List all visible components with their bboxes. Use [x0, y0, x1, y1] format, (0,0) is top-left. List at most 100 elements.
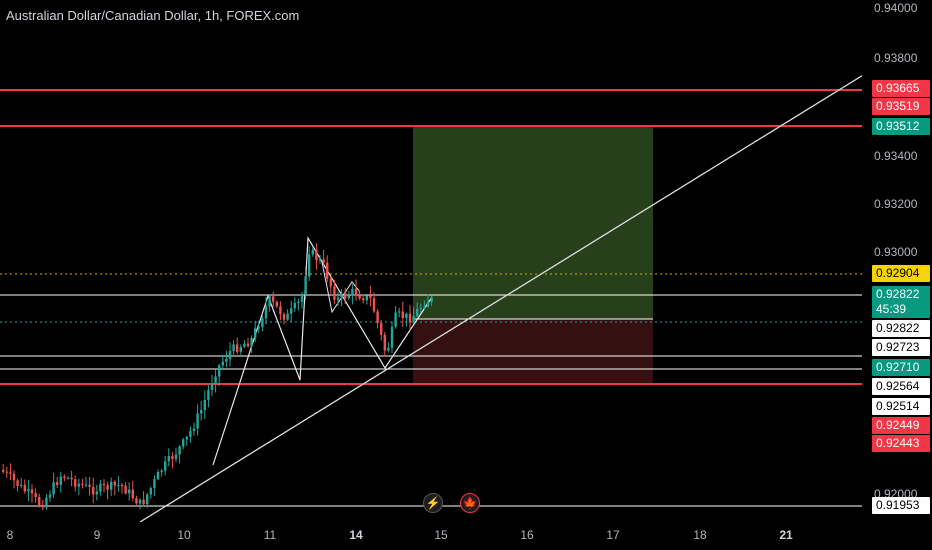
candle-body [408, 313, 412, 323]
candle-body [372, 298, 376, 312]
candle-body [398, 311, 401, 313]
candle-body [261, 318, 264, 328]
price-axis[interactable]: 0.94000 0.93800 0.93400 0.93200 0.93000 … [862, 0, 932, 522]
price-label: 0.92564 [872, 378, 930, 395]
candle-body [246, 343, 250, 347]
candle-body [329, 278, 332, 287]
candle-body [167, 455, 170, 462]
candle-body [426, 301, 430, 307]
candle-body [293, 302, 296, 309]
candle-body [110, 481, 113, 490]
candle-body [257, 327, 260, 329]
candle-body [174, 454, 178, 459]
candle-body [5, 471, 8, 473]
candle-body [225, 358, 228, 362]
candle-body [423, 306, 426, 308]
candle-body [74, 479, 77, 487]
candle-body [81, 483, 84, 486]
candle-body [297, 301, 300, 303]
canada-flag-icon: 🍁 [462, 496, 478, 510]
time-axis[interactable]: 8 9 10 11 14 15 16 17 18 21 [0, 522, 932, 550]
candle-body [77, 483, 80, 487]
price-tick: 0.93000 [874, 245, 918, 259]
candle-body [70, 477, 73, 480]
candle-body [30, 489, 34, 494]
candle-body [412, 315, 415, 323]
candle-body [2, 470, 5, 472]
candle-body [200, 409, 203, 414]
candle-body [340, 293, 343, 298]
price-label: 0.93512 [872, 118, 930, 135]
loss-zone[interactable] [413, 319, 653, 384]
candle-body [221, 361, 224, 366]
candle-body [383, 334, 386, 351]
candle-body [160, 470, 163, 472]
price-chart[interactable] [0, 0, 862, 522]
candle-body [135, 498, 138, 504]
lightning-event[interactable]: ⚡ [423, 493, 443, 513]
time-tick: 18 [693, 528, 707, 542]
candle-body [84, 484, 88, 486]
candle-body [279, 306, 282, 315]
candle-body [66, 477, 70, 479]
candle-body [308, 254, 311, 277]
time-tick: 21 [779, 528, 793, 542]
candle-body [315, 249, 318, 260]
candle-body [9, 472, 12, 474]
candle-body [401, 311, 404, 319]
time-tick: 8 [6, 528, 14, 542]
candle-body [138, 499, 142, 504]
candle-body [311, 249, 314, 255]
ascending-trendline[interactable] [139, 72, 862, 522]
candle-body [354, 288, 358, 296]
price-label: 0.92904 [872, 265, 930, 282]
candle-body [362, 298, 365, 301]
candle-body [254, 328, 257, 339]
candle-body [336, 297, 340, 300]
candle-body [322, 259, 325, 263]
candle-body [333, 286, 336, 300]
time-tick: 17 [606, 528, 620, 542]
candle-body [390, 326, 394, 348]
candle-body [124, 485, 127, 494]
zigzag-pattern[interactable] [212, 235, 433, 466]
profit-zone[interactable] [413, 126, 653, 319]
candle-body [239, 346, 242, 352]
candle-body [419, 307, 422, 309]
price-tick: 0.93200 [874, 197, 918, 211]
lightning-icon: ⚡ [425, 496, 441, 510]
canada-event[interactable]: 🍁 [460, 493, 480, 513]
countdown-label: 45:39 [872, 301, 930, 318]
candle-body [156, 471, 160, 480]
candle-body [300, 294, 304, 302]
candle-body [358, 295, 361, 299]
candle-body [142, 499, 145, 505]
candle-body [95, 491, 98, 495]
candle-body [38, 496, 41, 505]
price-label: 0.92822 [872, 320, 930, 337]
candle-body [106, 485, 109, 490]
candle-body [365, 295, 368, 301]
candle-body [34, 493, 37, 497]
candle-body [12, 473, 16, 481]
candle-body [182, 439, 185, 447]
candle-body [268, 296, 271, 307]
price-tick: 0.94000 [874, 1, 918, 15]
candle-body [214, 376, 217, 385]
candle-body [171, 455, 174, 459]
candle-body [387, 347, 390, 351]
candle-body [149, 488, 152, 495]
candle-body [264, 306, 268, 319]
candle-body [52, 482, 55, 495]
candle-body [344, 293, 347, 299]
time-tick: 11 [263, 528, 277, 542]
candle-body [380, 323, 383, 335]
candle-body [164, 461, 167, 471]
price-label: 0.91953 [872, 497, 930, 514]
candle-body [20, 484, 23, 486]
candle-body [131, 489, 134, 499]
chart-title: Australian Dollar/Canadian Dollar, 1h, F… [6, 8, 300, 23]
candle-body [99, 483, 102, 492]
candle-body [16, 480, 19, 486]
candle-body [326, 262, 329, 279]
